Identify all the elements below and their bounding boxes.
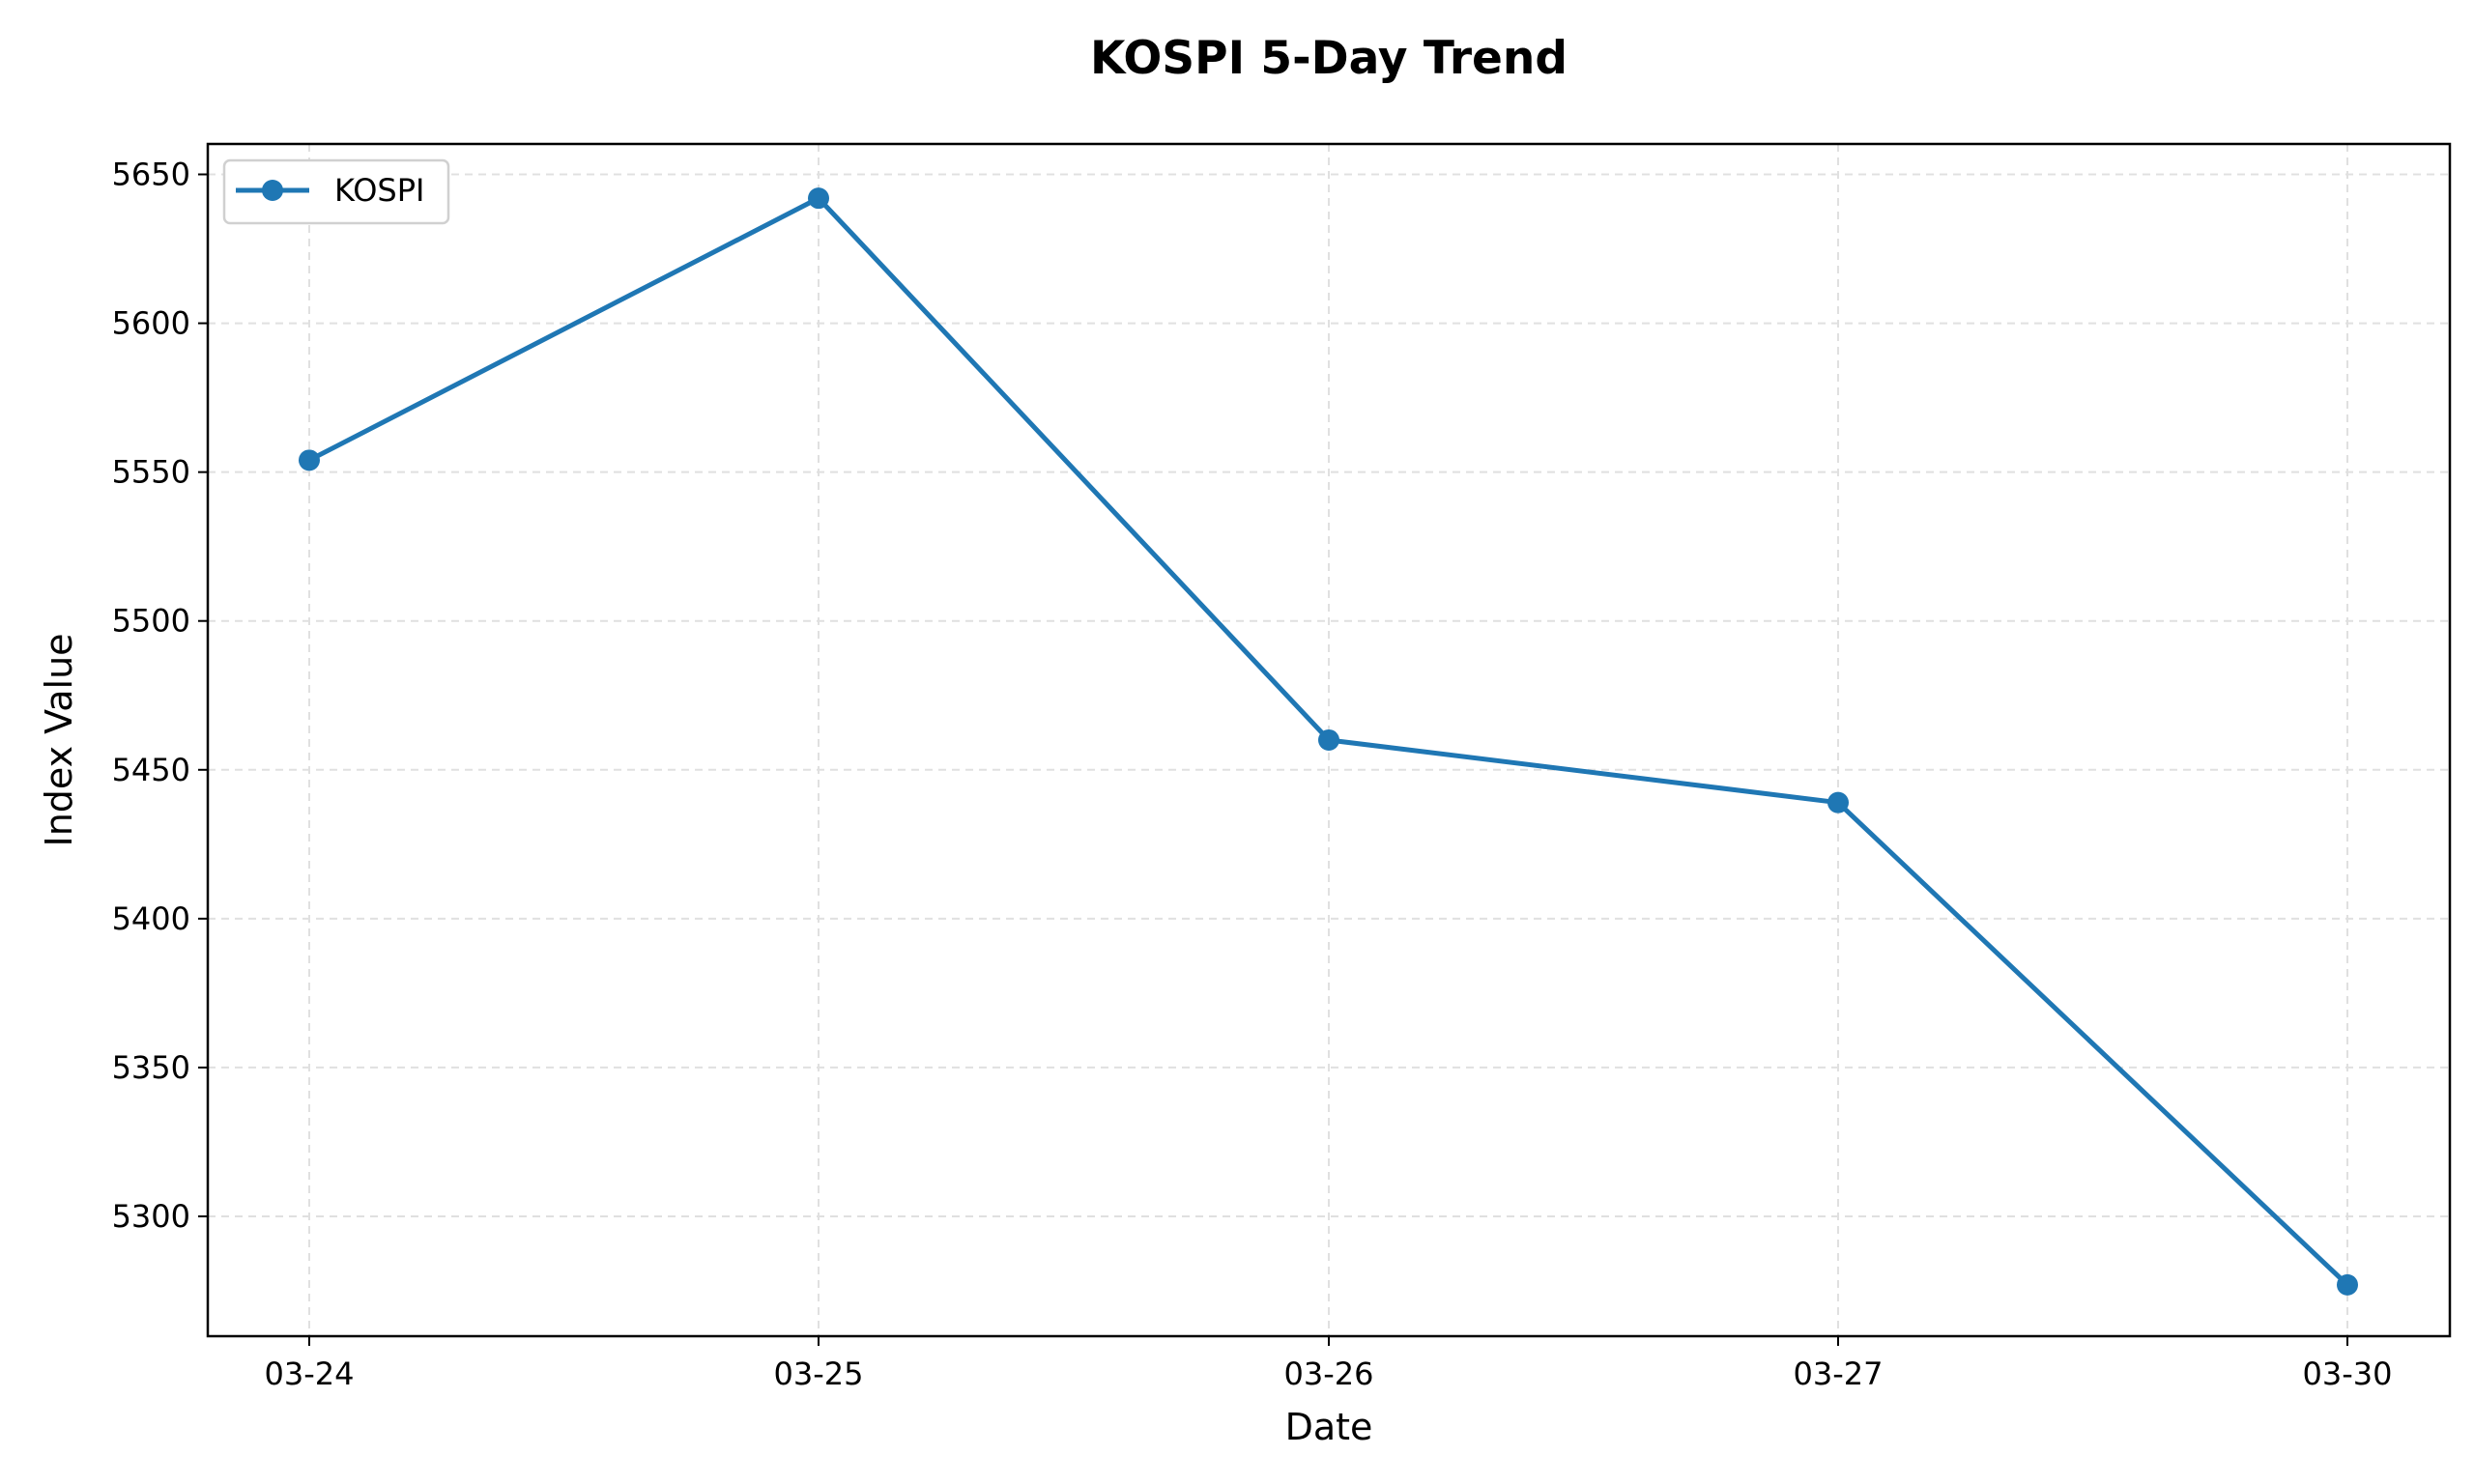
legend-label: KOSPI [334, 172, 424, 209]
x-tick-label: 03-30 [2303, 1356, 2393, 1392]
x-axis-ticks: 03-24 03-25 03-26 03-27 03-30 [265, 1336, 2393, 1392]
y-axis-ticks: 5300 5350 5400 5450 5500 5550 5600 5650 [112, 157, 208, 1235]
legend-box [222, 158, 450, 225]
data-point-marker [2337, 1273, 2358, 1296]
x-tick-label: 03-25 [774, 1356, 864, 1392]
chart-title: KOSPI 5-Day Trend [1090, 32, 1568, 85]
y-tick-label: 5300 [112, 1198, 190, 1235]
legend-marker-icon [262, 180, 283, 201]
y-tick-label: 5400 [112, 900, 190, 937]
y-tick-label: 5350 [112, 1049, 190, 1086]
x-tick-label: 03-26 [1284, 1356, 1374, 1392]
legend: KOSPI [222, 158, 450, 225]
y-tick-label: 5600 [112, 305, 190, 342]
y-tick-label: 5650 [112, 157, 190, 193]
plot-area-frame [206, 142, 2452, 1338]
x-tick-label: 03-27 [1794, 1356, 1884, 1392]
y-tick-label: 5450 [112, 752, 190, 788]
y-tick-label: 5550 [112, 454, 190, 491]
data-point-marker [808, 187, 829, 210]
x-axis-label: Date [1285, 1406, 1373, 1448]
data-point-marker [299, 449, 320, 471]
y-tick-label: 5500 [112, 603, 190, 640]
data-point-marker [1827, 791, 1849, 813]
grid-lines [208, 144, 2450, 1336]
y-axis-label: Index Value [38, 633, 80, 846]
data-point-marker [1318, 728, 1339, 751]
x-tick-label: 03-24 [265, 1356, 355, 1392]
kospi-series [299, 187, 2358, 1296]
